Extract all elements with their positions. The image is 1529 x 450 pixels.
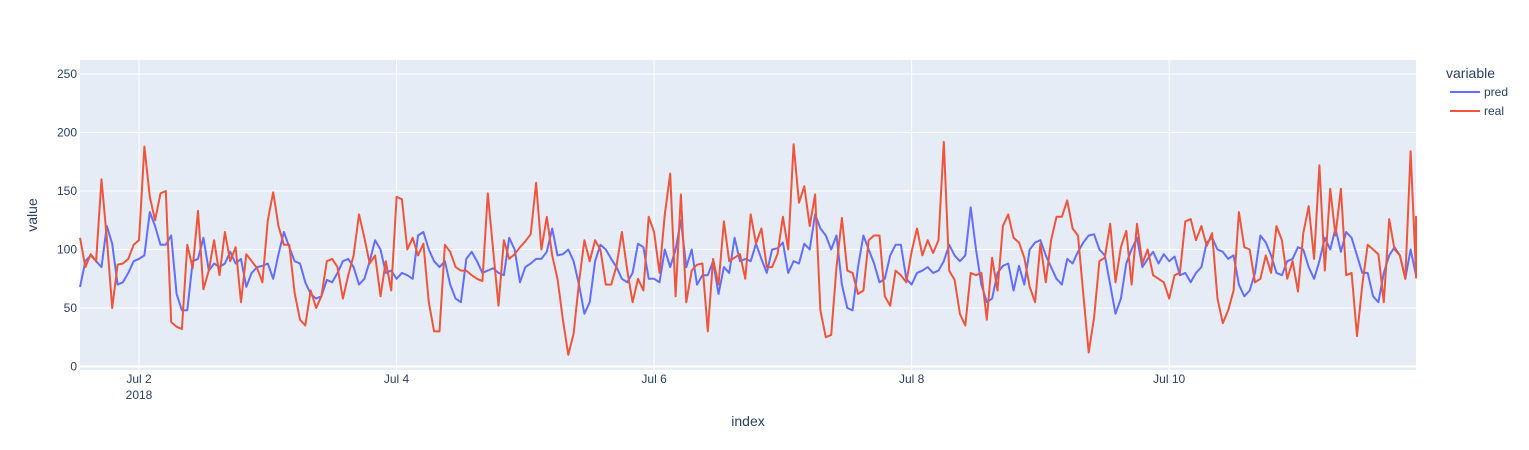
y-tick-label-50: 50 (64, 301, 78, 315)
y-tick-label-250: 250 (57, 67, 77, 81)
x-tick-sublabel-0: 2018 (126, 388, 153, 402)
x-axis-title: index (731, 413, 764, 429)
x-tick-label-2: Jul 6 (641, 372, 667, 386)
legend[interactable]: variable pred real (1446, 65, 1508, 118)
x-axis-ticks: Jul 2 2018 Jul 4 Jul 6 Jul 8 Jul 10 (126, 372, 1186, 402)
y-axis-title: value (24, 198, 40, 232)
y-tick-label-150: 150 (57, 184, 77, 198)
legend-item-real[interactable]: real (1450, 104, 1504, 118)
series-line-pred (79, 206, 1417, 315)
x-tick-label-4: Jul 10 (1153, 372, 1185, 386)
series-lines (79, 140, 1417, 356)
legend-label-pred: pred (1484, 85, 1508, 99)
y-tick-label-200: 200 (57, 126, 77, 140)
series-line-real (79, 140, 1417, 356)
plot-area-background (80, 60, 1416, 370)
legend-title: variable (1446, 65, 1495, 81)
y-tick-label-0: 0 (70, 359, 77, 373)
y-tick-label-100: 100 (57, 243, 77, 257)
x-tick-label-1: Jul 4 (384, 372, 410, 386)
gridlines (80, 60, 1416, 370)
x-tick-label-3: Jul 8 (899, 372, 925, 386)
legend-label-real: real (1484, 104, 1504, 118)
y-axis-ticks: 0 50 100 150 200 250 (57, 67, 77, 373)
legend-item-pred[interactable]: pred (1450, 85, 1508, 99)
x-tick-label-0: Jul 2 (126, 372, 152, 386)
